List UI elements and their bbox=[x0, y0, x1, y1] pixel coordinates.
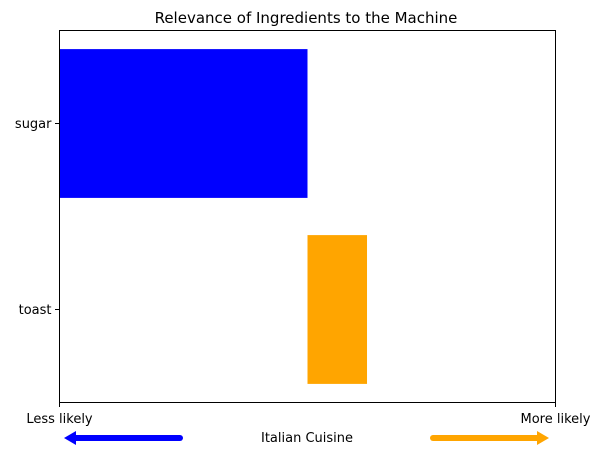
x-axis-label: Italian Cuisine bbox=[261, 431, 353, 446]
y-tick-label-sugar: sugar bbox=[15, 117, 52, 132]
arrow-more-likely bbox=[430, 431, 549, 445]
plot-frame bbox=[59, 30, 556, 403]
x-tick-label-left: Less likely bbox=[26, 412, 93, 427]
bars-group bbox=[59, 49, 368, 384]
arrow-less-likely bbox=[64, 431, 183, 445]
y-tick-label-toast: toast bbox=[19, 303, 52, 318]
bar-sugar bbox=[59, 49, 308, 198]
x-ticks-group: Less likely More likely bbox=[26, 402, 591, 427]
chart-title: Relevance of Ingredients to the Machine bbox=[155, 9, 458, 27]
arrow-left-head bbox=[64, 431, 76, 445]
x-tick-label-right: More likely bbox=[521, 412, 591, 427]
y-ticks-group: sugar toast bbox=[15, 117, 60, 318]
bar-toast bbox=[307, 235, 368, 384]
arrow-right-head bbox=[537, 431, 549, 445]
